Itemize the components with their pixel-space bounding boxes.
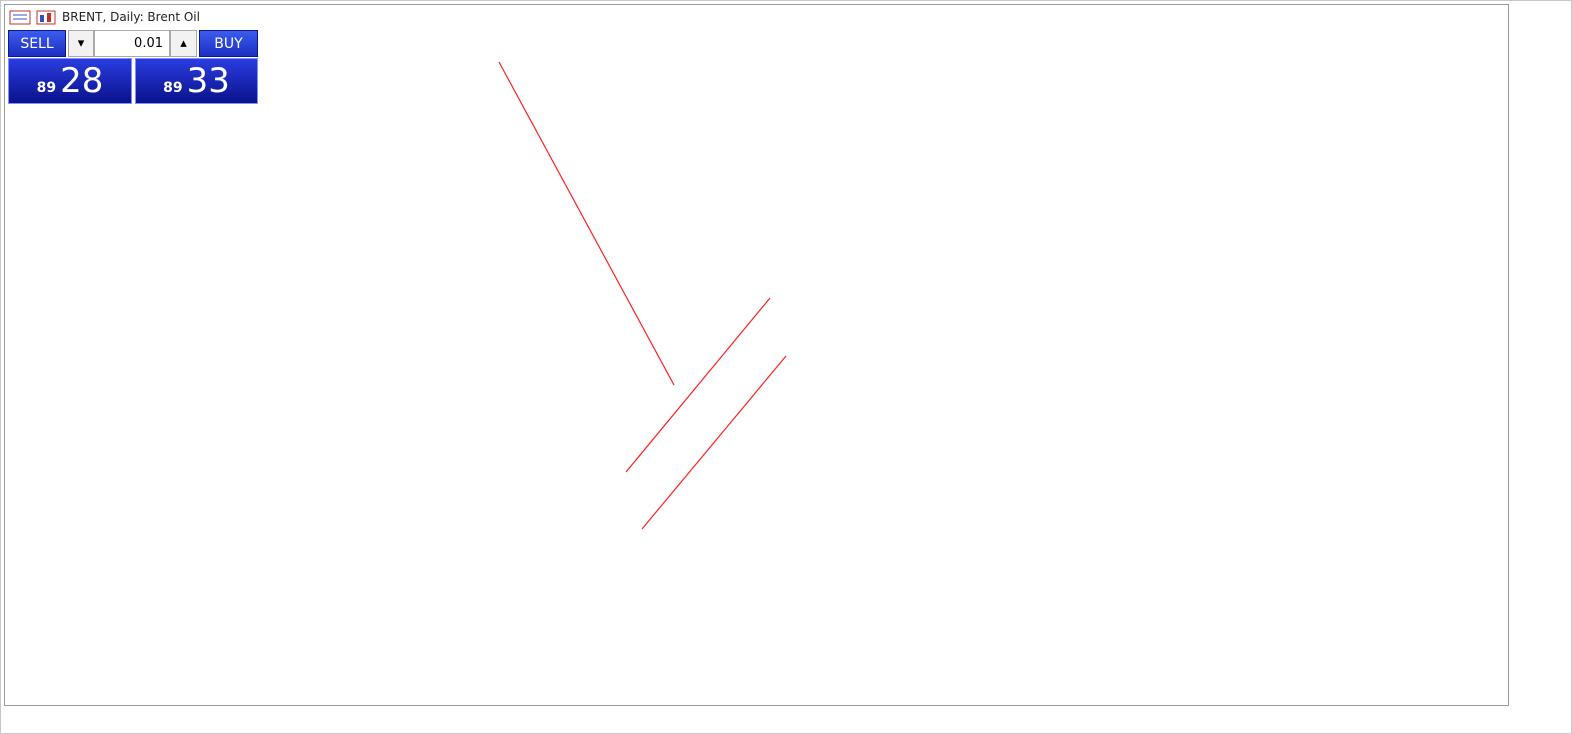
- trend-line: [625, 297, 771, 473]
- plot-frame: [4, 4, 1509, 706]
- bid-small: 89: [36, 80, 57, 96]
- trend-line: [641, 355, 787, 530]
- trend-lines: [498, 61, 787, 530]
- lot-up[interactable]: ▴: [170, 30, 197, 57]
- ask-price[interactable]: 89 33: [135, 58, 258, 104]
- ask-large: 33: [186, 61, 230, 101]
- symbol-title: BRENT, Daily: Brent Oil: [62, 10, 200, 24]
- bid-large: 28: [60, 61, 104, 101]
- icon: [36, 10, 56, 25]
- icon: [40, 15, 44, 22]
- sell-button[interactable]: SELL: [8, 30, 66, 57]
- buy-button[interactable]: BUY: [199, 30, 258, 57]
- trade-panel: SELL ▾ 0.01 ▴ BUY 89 28 89 33: [8, 30, 258, 104]
- bid-price[interactable]: 89 28: [8, 58, 132, 104]
- trend-line: [498, 61, 675, 386]
- lot-down[interactable]: ▾: [68, 30, 94, 57]
- icon: [47, 13, 51, 22]
- ask-small: 89: [163, 80, 183, 96]
- icon: [9, 10, 31, 25]
- header-icons: [9, 10, 56, 25]
- lot-input[interactable]: 0.01: [94, 30, 170, 57]
